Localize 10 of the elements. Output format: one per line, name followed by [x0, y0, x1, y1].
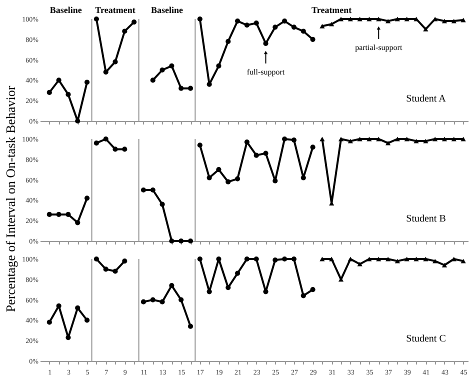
annotation: Student C: [406, 334, 446, 345]
text: Treatment: [95, 5, 136, 15]
text: Baseline: [150, 5, 183, 15]
y-axis-title: Percentage of Interval on On-task Behavior: [3, 85, 18, 312]
annotation: full-support: [246, 67, 286, 76]
text: Treatment: [312, 5, 352, 15]
annotation: Student A: [406, 94, 447, 105]
text: Baseline: [50, 5, 82, 15]
annotation: Student B: [406, 214, 446, 225]
annotation: partial-support: [355, 43, 403, 52]
